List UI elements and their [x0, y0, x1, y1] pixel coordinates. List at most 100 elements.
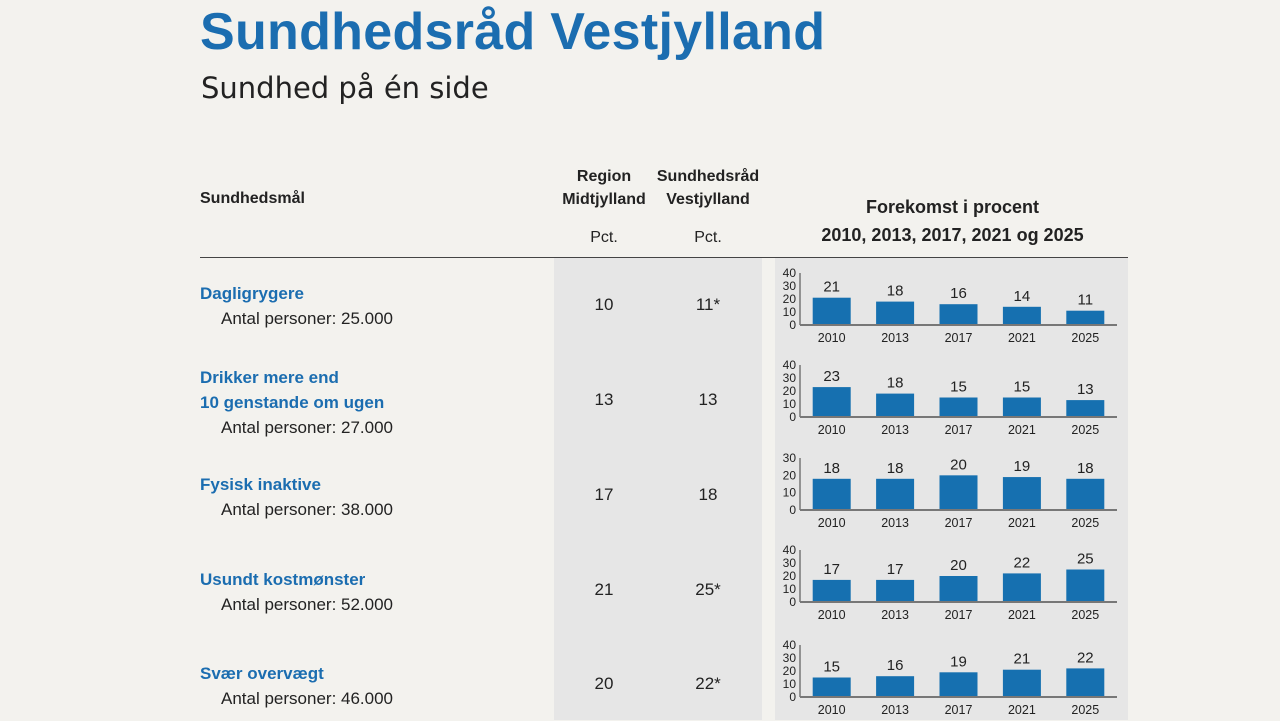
bar: [876, 478, 915, 510]
measure-persons: Antal personer: 27.000: [221, 418, 394, 437]
bar-value-label: 18: [887, 460, 904, 477]
y-tick-label: 0: [789, 503, 796, 517]
bar: [876, 393, 915, 417]
y-tick-label: 10: [783, 582, 797, 596]
y-tick-label: 10: [783, 397, 797, 411]
measure-title: Fysisk inaktive: [200, 475, 321, 494]
x-tick-label: 2025: [1071, 516, 1099, 530]
bar-value-label: 16: [887, 657, 904, 674]
x-tick-label: 2010: [818, 608, 846, 622]
chart-header-line1: Forekomst i procent: [865, 197, 1040, 217]
x-tick-label: 2010: [818, 423, 846, 437]
measure-label: Fysisk inaktive Antal personer: 38.000: [200, 472, 393, 522]
x-tick-label: 2010: [818, 331, 846, 345]
y-tick-label: 30: [783, 651, 797, 665]
bar-value-label: 14: [1014, 288, 1031, 305]
bar: [876, 301, 915, 325]
x-tick-label: 2025: [1071, 423, 1099, 437]
bar: [939, 304, 978, 325]
x-tick-label: 2017: [945, 423, 973, 437]
header-rule: [200, 257, 1128, 258]
y-tick-label: 20: [783, 384, 797, 398]
bar-value-label: 21: [1014, 651, 1031, 668]
bar-value-label: 16: [950, 285, 967, 302]
bar: [812, 478, 851, 510]
bar: [1066, 569, 1105, 602]
bar: [812, 677, 851, 697]
bar: [939, 397, 978, 417]
y-tick-label: 40: [783, 543, 797, 557]
bar-value-label: 17: [887, 561, 904, 578]
x-tick-label: 2025: [1071, 608, 1099, 622]
bar: [1066, 478, 1105, 510]
x-tick-label: 2013: [881, 703, 909, 717]
x-tick-label: 2021: [1008, 703, 1036, 717]
measure-title: Drikker mere end: [200, 368, 339, 387]
bar: [1002, 669, 1041, 697]
y-tick-label: 30: [783, 556, 797, 570]
bar-value-label: 21: [823, 279, 840, 296]
council-value: 22*: [695, 674, 721, 693]
region-column-header: Region Midtjylland: [554, 165, 654, 211]
region-value: 20: [594, 674, 614, 693]
council-value: 18: [698, 485, 718, 504]
x-tick-label: 2013: [881, 516, 909, 530]
y-tick-label: 20: [783, 292, 797, 306]
bar: [939, 672, 978, 697]
council-header-line1: Sundhedsråd: [656, 168, 760, 185]
council-value: 13: [698, 390, 718, 409]
x-tick-label: 2025: [1071, 331, 1099, 345]
chart-header-line2: 2010, 2013, 2017, 2021 og 2025: [821, 225, 1084, 245]
bar-value-label: 18: [887, 375, 904, 392]
bar-value-label: 15: [1014, 379, 1031, 396]
measure-persons: Antal personer: 25.000: [221, 309, 394, 328]
x-tick-label: 2013: [881, 331, 909, 345]
x-tick-label: 2021: [1008, 423, 1036, 437]
chart-column-header: Forekomst i procent 2010, 2013, 2017, 20…: [785, 193, 1120, 249]
pct-columns-background: [554, 258, 762, 720]
bar-value-label: 15: [950, 379, 967, 396]
measure-label: Drikker mere end 10 genstande om ugen Anta…: [200, 365, 393, 440]
y-tick-label: 20: [783, 569, 797, 583]
bar: [812, 387, 851, 417]
bar-value-label: 18: [1077, 460, 1094, 477]
bar-value-label: 25: [1077, 551, 1094, 568]
x-tick-label: 2013: [881, 608, 909, 622]
bar: [1066, 400, 1105, 417]
bar-value-label: 23: [823, 368, 840, 385]
bar-value-label: 20: [950, 557, 967, 574]
x-tick-label: 2025: [1071, 703, 1099, 717]
y-tick-label: 0: [789, 690, 796, 704]
bar: [812, 579, 851, 602]
bar-value-label: 19: [950, 653, 967, 670]
y-tick-label: 30: [783, 371, 797, 385]
x-tick-label: 2017: [945, 608, 973, 622]
measure-label: Svær overvægt Antal personer: 46.000: [200, 661, 393, 711]
bar-value-label: 15: [823, 659, 840, 676]
bar-value-label: 18: [823, 460, 840, 477]
y-tick-label: 30: [783, 451, 797, 465]
bar: [876, 579, 915, 602]
x-tick-label: 2010: [818, 703, 846, 717]
y-tick-label: 10: [783, 305, 797, 319]
region-value: 13: [594, 390, 614, 409]
bar-value-label: 11: [1078, 292, 1094, 309]
measure-title: Dagligrygere: [200, 284, 304, 303]
bar: [1066, 310, 1105, 325]
y-tick-label: 0: [789, 410, 796, 424]
bar-value-label: 22: [1014, 554, 1031, 571]
bar: [1066, 668, 1105, 697]
region-pct-label: Pct.: [590, 229, 618, 246]
measure-persons: Antal personer: 46.000: [221, 689, 394, 708]
council-value: 25*: [695, 580, 721, 599]
y-tick-label: 10: [783, 486, 797, 500]
y-tick-label: 30: [783, 279, 797, 293]
council-value: 11*: [695, 295, 721, 314]
x-tick-label: 2017: [945, 331, 973, 345]
y-tick-label: 10: [783, 677, 797, 691]
page-title: Sundhedsråd Vestjylland: [200, 3, 826, 61]
region-value: 21: [594, 580, 614, 599]
council-header-line2: Vestjylland: [666, 191, 750, 208]
council-pct-label: Pct.: [694, 229, 722, 246]
